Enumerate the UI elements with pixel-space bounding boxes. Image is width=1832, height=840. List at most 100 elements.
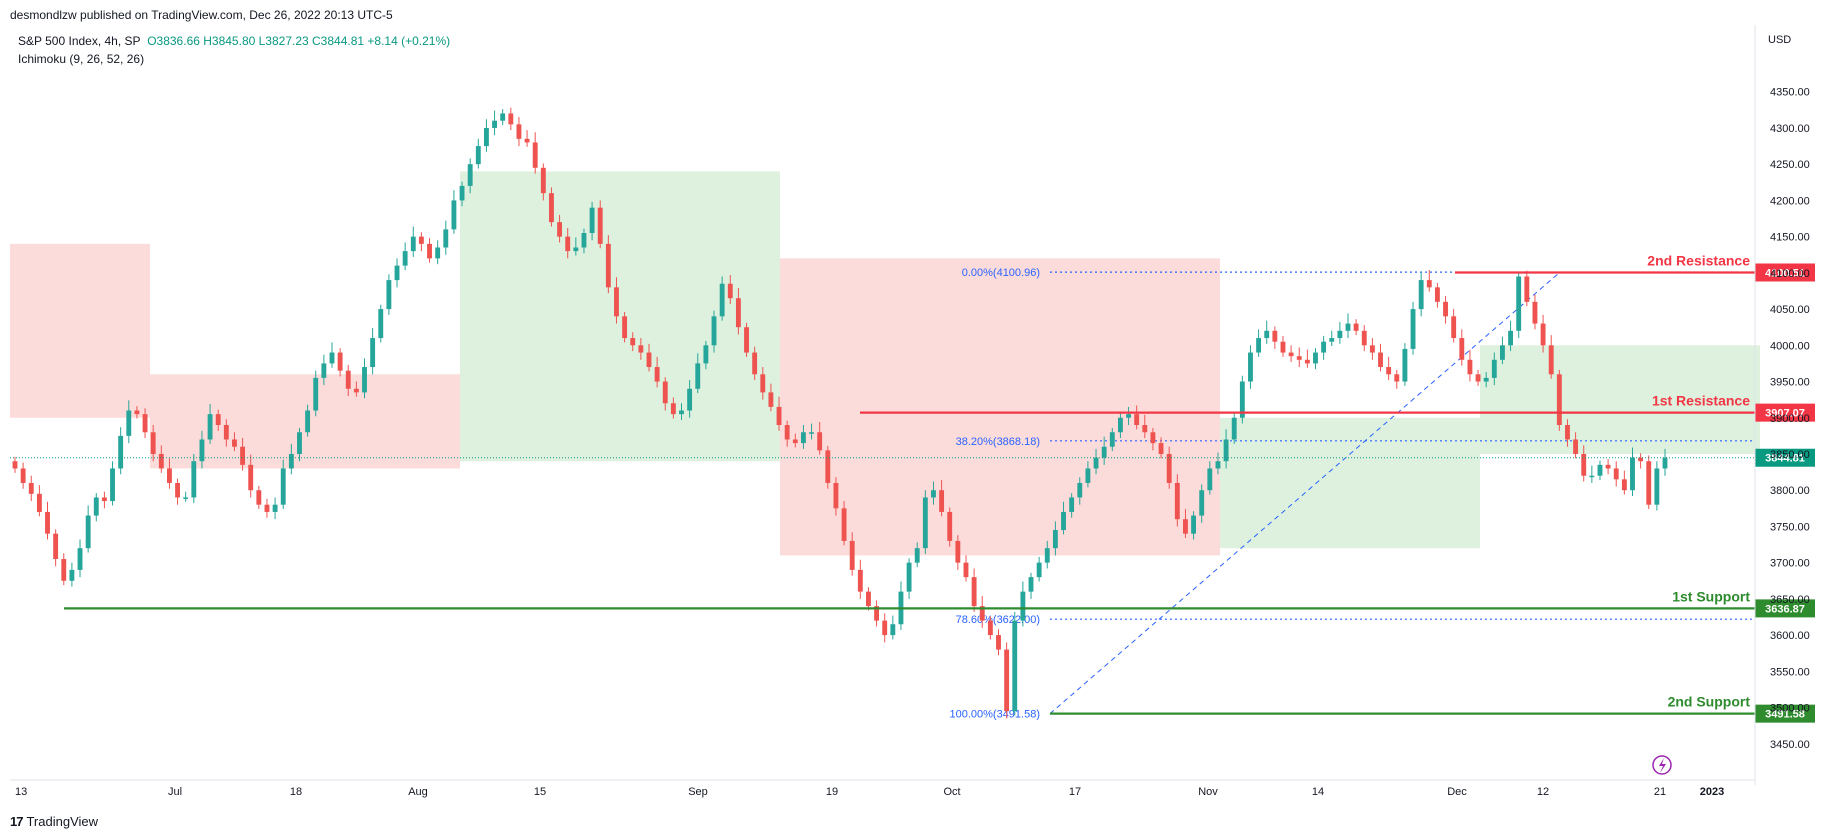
candle-body xyxy=(443,229,449,248)
tradingview-logo[interactable]: 17 TradingView xyxy=(10,814,98,829)
level-name: 1st Resistance xyxy=(1652,393,1750,409)
published-byline: desmondlzw published on TradingView.com,… xyxy=(10,8,393,22)
candle-body xyxy=(1239,381,1245,418)
candle-body xyxy=(614,287,619,317)
lightning-icon[interactable] xyxy=(1652,755,1672,775)
candle-body xyxy=(1061,511,1066,531)
indicator-legend: Ichimoku (9, 26, 52, 26) xyxy=(18,52,145,66)
cloud-segment xyxy=(1220,417,1480,549)
candle-body xyxy=(1394,374,1400,382)
candle-body xyxy=(1134,414,1140,425)
price-tick-label: 3650.00 xyxy=(1770,594,1810,606)
candle-body xyxy=(776,406,782,425)
candle-body xyxy=(792,439,798,444)
candle-body xyxy=(947,511,953,541)
candle-body xyxy=(1434,287,1440,302)
time-tick-label: 2023 xyxy=(1700,786,1724,798)
candle-body xyxy=(1418,280,1424,310)
candle-body xyxy=(1223,439,1229,462)
candle-body xyxy=(1410,309,1416,349)
candle-body xyxy=(435,247,441,259)
candle-body xyxy=(1597,464,1603,476)
candle-body xyxy=(735,298,741,328)
candle-body xyxy=(752,352,758,375)
candle-body xyxy=(1150,432,1156,444)
candle-body xyxy=(288,453,294,469)
candle-body xyxy=(20,468,26,483)
candle-body xyxy=(313,377,319,411)
candle-body xyxy=(573,247,579,252)
candle-body xyxy=(77,548,83,570)
time-tick-label: 19 xyxy=(826,786,838,798)
candle-body xyxy=(85,515,91,549)
price-tick-label: 3450.00 xyxy=(1770,739,1810,751)
fib-level-label: 78.60%(3622.00) xyxy=(956,614,1040,626)
candle-body xyxy=(175,482,180,498)
support-resistance-levels: 2nd Resistance 4100.51 1st Resistance 3907.… xyxy=(10,252,1815,723)
symbol-name: S&P 500 Index, 4h, SP xyxy=(18,34,141,48)
candle-body xyxy=(760,374,766,393)
candle-body xyxy=(410,236,416,252)
candle-body xyxy=(1020,591,1026,621)
candle-body xyxy=(1605,464,1611,469)
candle-body xyxy=(345,370,351,389)
candle-body xyxy=(1304,359,1310,364)
candle-body xyxy=(215,414,221,425)
fibonacci-retracement: 0.00%(4100.96) 38.20%(3868.18) 78.60%(3622… xyxy=(949,267,1755,721)
time-tick-label: Dec xyxy=(1447,786,1467,798)
candle-body xyxy=(1508,330,1514,346)
candle-body xyxy=(1361,330,1367,346)
candle-body xyxy=(695,363,701,389)
time-tick-label: Sep xyxy=(688,786,708,798)
candle-body xyxy=(1378,352,1383,368)
candle-body xyxy=(126,410,132,436)
candle-body xyxy=(589,207,595,234)
candle-body xyxy=(1036,562,1042,578)
candle-body xyxy=(280,468,286,505)
price-tick-label: 4250.00 xyxy=(1770,159,1810,171)
candle-body xyxy=(979,606,985,621)
candle-body xyxy=(1467,359,1473,375)
candle-body xyxy=(679,410,684,415)
time-axis: 13 Jul 18 Aug 15 Sep 19 Oct 17 Nov 14 Dec 12 21 2023 xyxy=(10,779,1755,798)
candle-body xyxy=(922,497,928,549)
price-chart[interactable]: 0.00%(4100.96) 38.20%(3868.18) 78.60%(3622… xyxy=(0,0,1832,800)
price-tick-label: 3950.00 xyxy=(1770,377,1810,389)
candle-body xyxy=(1012,620,1018,712)
candle-body xyxy=(939,490,945,512)
candle-body xyxy=(1264,330,1270,339)
candle-body xyxy=(914,548,920,563)
candle-body xyxy=(1174,482,1180,520)
candle-body xyxy=(1475,374,1481,382)
candle-body xyxy=(378,309,384,339)
candle-body xyxy=(1199,490,1205,516)
time-tick-label: 15 xyxy=(534,786,546,798)
time-tick-label: Nov xyxy=(1198,786,1218,798)
price-tick-label: 4000.00 xyxy=(1770,340,1810,352)
ichimoku-cloud xyxy=(10,171,1760,556)
candle-body xyxy=(53,533,59,560)
candle-body xyxy=(1044,548,1050,563)
candle-body xyxy=(223,425,229,440)
last-price-tag xyxy=(1755,448,1815,467)
candle-body xyxy=(370,338,376,368)
candle-body xyxy=(963,562,969,578)
candle-body xyxy=(866,591,871,607)
candle-body xyxy=(849,540,855,570)
candle-body xyxy=(1613,468,1619,480)
candle-body xyxy=(1581,453,1587,476)
candle-body xyxy=(1329,338,1335,342)
candle-body xyxy=(1646,461,1652,505)
level-price-tag xyxy=(1755,403,1815,422)
candle-body xyxy=(1402,348,1408,382)
candle-body xyxy=(1459,338,1465,360)
price-axis: 3450.00 3500.00 3550.00 3600.00 3650.00 3700.… xyxy=(1754,25,1810,785)
candle-body xyxy=(402,251,408,266)
level-price-label: 3907.07 xyxy=(1765,408,1805,420)
candle-body xyxy=(1288,352,1294,357)
tradingview-icon: 17 xyxy=(10,814,24,829)
candle-body xyxy=(703,345,709,364)
time-tick-label: 12 xyxy=(1537,786,1549,798)
candle-body xyxy=(540,167,546,194)
candle-body xyxy=(882,620,888,636)
